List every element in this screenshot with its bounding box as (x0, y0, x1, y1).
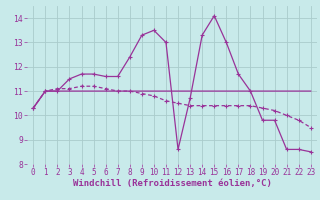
X-axis label: Windchill (Refroidissement éolien,°C): Windchill (Refroidissement éolien,°C) (73, 179, 271, 188)
